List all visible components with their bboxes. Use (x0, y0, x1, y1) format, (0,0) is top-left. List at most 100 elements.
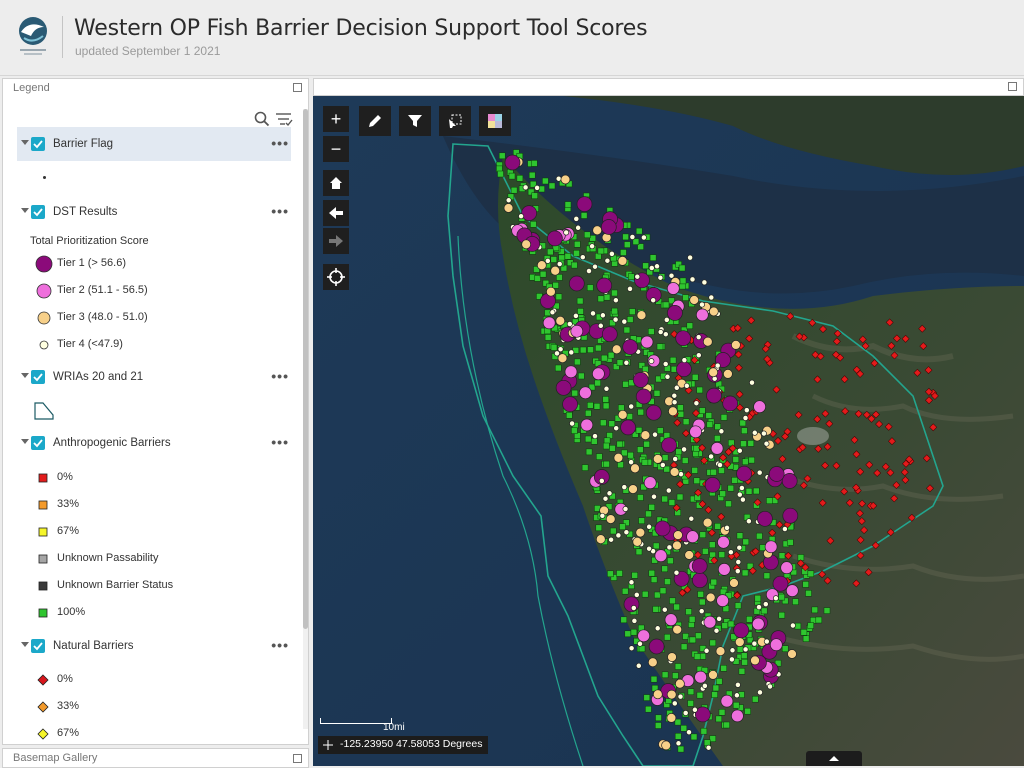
dst-result-marker[interactable] (623, 359, 630, 366)
dst-result-marker[interactable] (782, 507, 799, 524)
natural-barrier-marker[interactable] (858, 499, 866, 508)
dst-result-marker[interactable] (729, 578, 739, 588)
natural-barrier-marker[interactable] (890, 351, 899, 360)
natural-barrier-marker[interactable] (763, 355, 772, 363)
anthropogenic-barrier-marker[interactable] (721, 622, 729, 629)
natural-barrier-marker[interactable] (841, 407, 849, 416)
anthropogenic-barrier-marker[interactable] (697, 591, 704, 598)
dst-result-marker[interactable] (628, 403, 635, 410)
anthropogenic-barrier-marker[interactable] (815, 616, 823, 624)
natural-barrier-marker[interactable] (852, 483, 860, 492)
natural-barrier-marker[interactable] (900, 468, 909, 477)
anthropogenic-barrier-marker[interactable] (632, 238, 640, 245)
dst-result-marker[interactable] (708, 670, 718, 680)
dst-result-marker[interactable] (562, 396, 578, 413)
natural-barrier-marker[interactable] (884, 422, 893, 431)
anthropogenic-barrier-marker[interactable] (596, 453, 603, 460)
dst-result-marker[interactable] (687, 254, 694, 261)
dst-result-marker[interactable] (742, 646, 749, 653)
dst-result-marker[interactable] (683, 382, 690, 389)
dst-result-marker[interactable] (599, 512, 606, 519)
dst-result-marker[interactable] (691, 706, 698, 713)
dst-result-marker[interactable] (701, 682, 708, 689)
anthropogenic-barrier-marker[interactable] (712, 684, 720, 692)
anthropogenic-barrier-marker[interactable] (661, 565, 668, 573)
natural-barrier-marker[interactable] (700, 456, 709, 465)
natural-barrier-marker[interactable] (772, 385, 781, 394)
dst-result-marker[interactable] (630, 605, 637, 611)
natural-barrier-marker[interactable] (887, 341, 896, 350)
anthropogenic-barrier-marker[interactable] (552, 282, 559, 289)
anthropogenic-barrier-marker[interactable] (688, 616, 696, 623)
anthropogenic-barrier-marker[interactable] (661, 495, 668, 503)
dst-result-marker[interactable] (742, 415, 749, 421)
filter-button[interactable] (399, 106, 431, 136)
anthropogenic-barrier-marker[interactable] (498, 152, 506, 160)
dst-result-marker[interactable] (724, 524, 730, 531)
dst-result-marker[interactable] (590, 310, 596, 317)
dst-result-marker[interactable] (704, 477, 721, 493)
anthropogenic-barrier-marker[interactable] (727, 484, 735, 492)
dst-result-marker[interactable] (555, 175, 562, 182)
anthropogenic-barrier-marker[interactable] (669, 597, 676, 605)
dst-result-marker[interactable] (621, 318, 628, 325)
collapse-caret-icon[interactable] (21, 140, 29, 145)
dst-result-marker[interactable] (716, 594, 729, 607)
natural-barrier-marker[interactable] (865, 460, 874, 469)
anthropogenic-barrier-marker[interactable] (641, 459, 649, 466)
locate-button[interactable] (323, 264, 349, 290)
dst-result-marker[interactable] (636, 310, 647, 321)
natural-barrier-marker[interactable] (724, 448, 733, 456)
basemap-toggle-button[interactable] (479, 106, 511, 136)
anthropogenic-barrier-marker[interactable] (635, 227, 643, 235)
anthropogenic-barrier-marker[interactable] (577, 308, 584, 315)
dst-result-marker[interactable] (675, 330, 692, 347)
anthropogenic-barrier-marker[interactable] (705, 412, 713, 419)
dst-result-marker[interactable] (623, 529, 630, 536)
natural-barrier-marker[interactable] (783, 427, 792, 436)
natural-barrier-marker[interactable] (795, 332, 804, 341)
dst-result-marker[interactable] (628, 645, 635, 652)
anthropogenic-barrier-marker[interactable] (691, 467, 698, 474)
anthropogenic-barrier-marker[interactable] (676, 493, 684, 501)
anthropogenic-barrier-marker[interactable] (714, 423, 721, 430)
anthropogenic-barrier-marker[interactable] (741, 427, 748, 434)
anthropogenic-barrier-marker[interactable] (696, 386, 703, 394)
dst-result-marker[interactable] (522, 184, 529, 191)
zoom-in-button[interactable]: + (323, 106, 349, 132)
natural-barrier-marker[interactable] (875, 420, 883, 428)
dst-result-marker[interactable] (767, 683, 773, 690)
anthropogenic-barrier-marker[interactable] (645, 510, 652, 518)
more-options-icon[interactable]: ••• (271, 434, 289, 450)
natural-barrier-marker[interactable] (836, 353, 845, 362)
anthropogenic-barrier-marker[interactable] (618, 404, 625, 412)
anthropogenic-barrier-marker[interactable] (664, 633, 671, 641)
dst-result-marker[interactable] (772, 575, 789, 592)
dst-result-marker[interactable] (657, 274, 664, 281)
anthropogenic-barrier-marker[interactable] (611, 289, 618, 297)
anthropogenic-barrier-marker[interactable] (675, 448, 682, 456)
zoom-out-button[interactable]: − (323, 136, 349, 162)
dst-result-marker[interactable] (648, 358, 655, 365)
anthropogenic-barrier-marker[interactable] (718, 551, 726, 558)
anthropogenic-barrier-marker[interactable] (672, 672, 679, 679)
natural-barrier-marker[interactable] (694, 551, 702, 559)
dst-result-marker[interactable] (542, 316, 556, 330)
dst-result-marker[interactable] (757, 510, 773, 527)
dst-result-marker[interactable] (668, 272, 675, 279)
scrollbar-thumb[interactable] (303, 109, 308, 629)
anthropogenic-barrier-marker[interactable] (653, 390, 661, 397)
natural-barrier-marker[interactable] (832, 461, 841, 470)
anthropogenic-barrier-marker[interactable] (778, 611, 786, 619)
natural-barrier-marker[interactable] (728, 444, 737, 453)
natural-barrier-marker[interactable] (717, 512, 726, 521)
dst-result-marker[interactable] (717, 563, 731, 576)
natural-barrier-marker[interactable] (852, 579, 861, 588)
anthropogenic-barrier-marker[interactable] (674, 718, 682, 726)
dst-result-marker[interactable] (654, 549, 668, 563)
natural-barrier-marker[interactable] (913, 368, 922, 377)
anthropogenic-barrier-marker[interactable] (739, 419, 747, 427)
dst-result-marker[interactable] (727, 549, 734, 556)
dst-result-marker[interactable] (613, 425, 620, 432)
natural-barrier-marker[interactable] (870, 359, 879, 368)
